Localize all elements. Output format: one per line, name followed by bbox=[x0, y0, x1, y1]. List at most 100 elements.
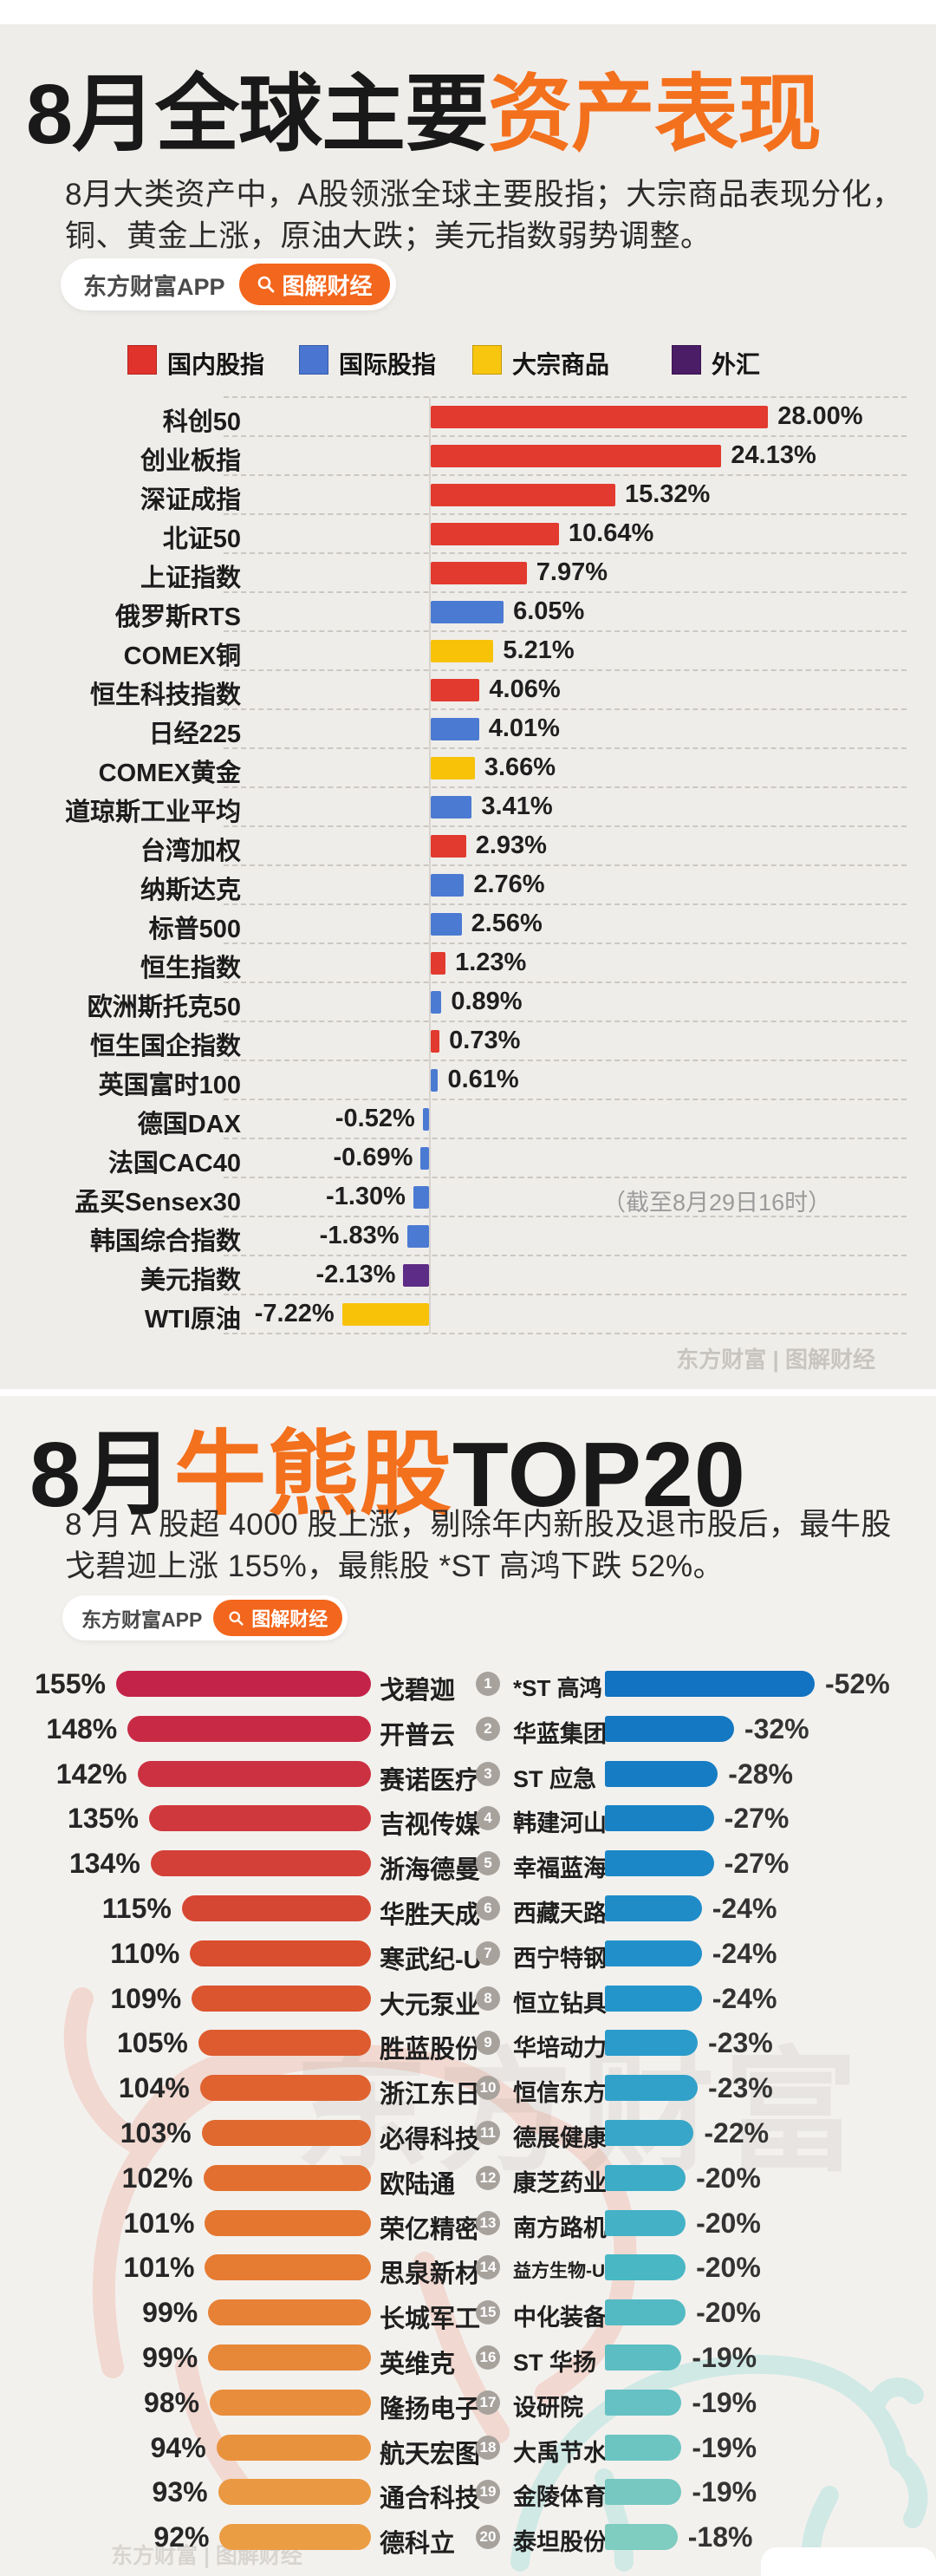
section2-subtitle-line2: 戈碧迦上涨 155%，最熊股 *ST 高鸿下跌 52%。 bbox=[65, 1549, 725, 1583]
asset-row-label: 科创50 bbox=[162, 408, 241, 436]
bull-name-label: 航天宏图 bbox=[380, 2440, 481, 2468]
bull-value-label: 148% bbox=[46, 1712, 118, 1745]
bear-value-label: -23% bbox=[708, 2072, 773, 2104]
bear-value-label: -24% bbox=[712, 1892, 777, 1924]
asset-row-label: 恒生科技指数 bbox=[89, 681, 241, 709]
legend-label: 国际股指 bbox=[339, 351, 437, 378]
bear-value-label: -27% bbox=[724, 1848, 790, 1880]
bull-value-label: 99% bbox=[142, 2297, 198, 2329]
chart-gridline bbox=[224, 1060, 907, 1061]
asset-bar bbox=[431, 873, 465, 897]
chart-gridline bbox=[224, 396, 907, 398]
bear-name-label: 益方生物-U bbox=[513, 2261, 606, 2282]
rank-badge: 1 bbox=[476, 1671, 500, 1696]
chart-gridline bbox=[224, 552, 907, 554]
section2-title: 8月牛熊股TOP20 bbox=[29, 1399, 746, 1533]
legend-swatch bbox=[127, 345, 157, 375]
chart-gridline bbox=[224, 1177, 907, 1178]
bear-name-label: 西宁特钢 bbox=[513, 1945, 607, 1972]
asset-value-label: 3.66% bbox=[484, 753, 556, 781]
asset-value-label: 0.73% bbox=[449, 1026, 521, 1054]
asset-bar bbox=[431, 639, 494, 662]
rank-badge: 20 bbox=[476, 2525, 500, 2550]
asset-value-label: 7.97% bbox=[536, 558, 608, 586]
bull-value-label: 94% bbox=[150, 2431, 206, 2463]
asset-row-label: WTI原油 bbox=[144, 1305, 241, 1334]
asset-bar bbox=[341, 1302, 429, 1326]
bear-name-label: 中化装备 bbox=[513, 2305, 607, 2331]
bull-value-label: 109% bbox=[110, 1982, 182, 2014]
bull-value-label: 105% bbox=[116, 2027, 188, 2059]
chart-gridline bbox=[224, 1021, 907, 1022]
bear-name-label: 大禹节水 bbox=[513, 2439, 607, 2466]
asset-bar bbox=[431, 522, 559, 545]
bear-value-label: -18% bbox=[687, 2521, 753, 2553]
asset-value-label: 28.00% bbox=[777, 401, 863, 430]
bull-value-label: 102% bbox=[121, 2162, 193, 2194]
asset-bar bbox=[431, 405, 769, 428]
asset-bar bbox=[431, 483, 615, 506]
bear-bar bbox=[605, 1715, 734, 1742]
asset-bar bbox=[431, 1068, 439, 1092]
bull-bar bbox=[115, 1670, 371, 1697]
chart-gridline bbox=[224, 708, 907, 710]
rank-badge: 4 bbox=[476, 1806, 500, 1831]
bull-value-label: 134% bbox=[68, 1848, 140, 1880]
bull-bar bbox=[181, 1895, 371, 1921]
asset-bar bbox=[420, 1146, 429, 1170]
bull-name-label: 通合科技 bbox=[380, 2485, 481, 2514]
rank-badge: 18 bbox=[476, 2435, 500, 2460]
asset-row-label: COMEX黄金 bbox=[98, 759, 241, 787]
section1-title: 8月全球主要资产表现 bbox=[26, 45, 822, 167]
asset-value-label: -2.13% bbox=[315, 1260, 396, 1288]
bear-name-label: 南方路机 bbox=[513, 2214, 607, 2241]
bull-name-label: 戈碧迦 bbox=[380, 1676, 456, 1705]
bull-bar bbox=[208, 2299, 371, 2326]
chart-gridline bbox=[224, 669, 907, 671]
section1-subtitle-line2: 铜、黄金上涨，原油大跌；美元指数弱势调整。 bbox=[65, 219, 712, 253]
bear-value-label: -20% bbox=[696, 2252, 761, 2284]
asset-bar bbox=[431, 951, 446, 975]
chart-gridline bbox=[224, 513, 907, 515]
rank-badge: 14 bbox=[476, 2255, 500, 2280]
bull-bar bbox=[137, 1760, 371, 1787]
bull-bar bbox=[205, 2254, 371, 2281]
asset-row-label: 深证成指 bbox=[140, 486, 241, 514]
bull-value-label: 104% bbox=[118, 2072, 190, 2104]
bull-name-label: 隆扬电子 bbox=[380, 2395, 481, 2423]
bull-value-label: 101% bbox=[123, 2252, 195, 2284]
bull-value-label: 142% bbox=[55, 1758, 127, 1790]
bear-name-label: 幸福蓝海 bbox=[513, 1855, 607, 1882]
bear-value-label: -19% bbox=[692, 2476, 757, 2508]
bear-name-label: ST 应急 bbox=[513, 1765, 597, 1792]
rank-badge: 17 bbox=[476, 2390, 500, 2415]
bull-bar bbox=[205, 2209, 371, 2236]
bull-name-label: 思泉新材 bbox=[380, 2260, 481, 2289]
bull-bar bbox=[199, 2075, 371, 2102]
bear-bar bbox=[605, 2524, 678, 2551]
rank-badge: 15 bbox=[476, 2300, 500, 2325]
bull-bar bbox=[219, 2524, 371, 2551]
bear-value-label: -20% bbox=[696, 2297, 761, 2329]
bull-bar bbox=[201, 2119, 371, 2146]
asset-row-label: 俄罗斯RTS bbox=[114, 603, 241, 631]
bull-name-label: 荣亿精密 bbox=[380, 2215, 481, 2244]
bull-value-label: 101% bbox=[123, 2207, 195, 2239]
asset-row-label: 恒生国企指数 bbox=[89, 1032, 241, 1060]
asset-row-label: 台湾加权 bbox=[140, 837, 241, 865]
tag-pill: 图解财经 bbox=[238, 264, 390, 305]
bull-name-label: 吉视传媒 bbox=[380, 1811, 481, 1840]
asset-value-label: 2.93% bbox=[475, 831, 547, 859]
section2-big-watermark: 东方财富 bbox=[295, 2038, 867, 2188]
bear-bar bbox=[605, 2164, 686, 2191]
section2-title-orange: 牛熊股 bbox=[173, 1424, 452, 1526]
as-of-note: （截至8月29日16时） bbox=[602, 1189, 832, 1216]
bear-value-label: -52% bbox=[825, 1667, 890, 1699]
rank-badge: 12 bbox=[476, 2165, 500, 2190]
section2-title-left: 8月 bbox=[29, 1424, 174, 1526]
bull-value-label: 155% bbox=[35, 1667, 106, 1699]
chart-gridline bbox=[224, 1099, 907, 1100]
bull-value-label: 115% bbox=[101, 1892, 172, 1924]
bull-bar bbox=[216, 2434, 371, 2461]
bear-name-label: 设研院 bbox=[513, 2394, 583, 2421]
